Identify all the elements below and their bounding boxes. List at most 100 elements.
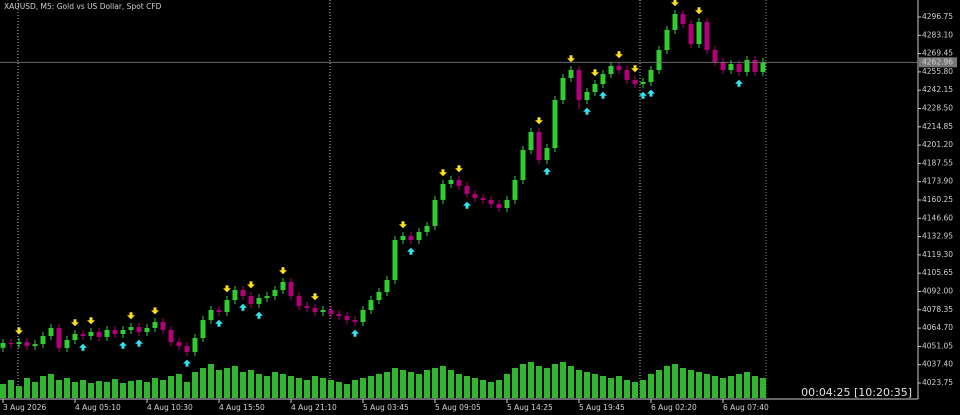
x-tick-label: 4 Aug 10:30 <box>147 403 193 412</box>
volume-bar <box>736 374 742 398</box>
volume-bar <box>256 374 262 398</box>
candle-body <box>504 199 510 208</box>
volume-bar <box>192 372 198 398</box>
candle-body <box>280 281 286 291</box>
buy-arrow <box>351 329 359 337</box>
volume-bar <box>512 368 518 398</box>
candle-body <box>600 74 606 84</box>
volume-bar <box>648 374 654 398</box>
volume-bar <box>568 366 574 398</box>
volume-bar <box>464 376 470 398</box>
candle-body <box>232 290 238 301</box>
candle-body <box>560 77 566 101</box>
volume-bar <box>528 362 534 398</box>
y-tick-label: 4105.65 <box>922 268 953 277</box>
volume-bar <box>296 378 302 398</box>
volume-bar <box>312 376 318 398</box>
sell-arrow <box>615 51 623 59</box>
candle-body <box>616 66 622 71</box>
y-tick-label: 4037.40 <box>922 360 953 369</box>
volume-bar <box>224 368 230 398</box>
buy-arrow <box>583 107 591 115</box>
candle-body <box>376 292 382 301</box>
y-tick-label: 4201.20 <box>922 140 953 149</box>
candle-body <box>456 179 462 186</box>
sell-arrow <box>535 117 543 125</box>
volume-bar <box>96 381 102 398</box>
candle-body <box>472 194 478 199</box>
y-tick-label: 4187.55 <box>922 158 953 167</box>
x-tick-label: 6 Aug 07:40 <box>723 403 769 412</box>
sell-arrow <box>399 221 407 229</box>
buy-arrow <box>255 311 263 319</box>
volume-bar <box>728 376 734 398</box>
volume-bar <box>416 374 422 398</box>
candle-body <box>288 281 294 297</box>
candle-body <box>32 344 38 347</box>
volume-bar <box>8 380 14 398</box>
volume-bar <box>624 380 630 398</box>
candle-body <box>368 300 374 310</box>
buy-arrow <box>735 79 743 87</box>
volume-bar <box>432 368 438 398</box>
candle-body <box>680 13 686 25</box>
volume-bar <box>720 378 726 398</box>
volume-bar <box>584 372 590 398</box>
buy-arrow <box>183 359 191 367</box>
candle-body <box>80 333 86 337</box>
candle-body <box>648 70 654 82</box>
candle-body <box>112 329 118 334</box>
candle-body <box>640 81 646 84</box>
volume-bar <box>24 378 30 398</box>
sell-arrow <box>439 169 447 177</box>
volume-bar <box>152 378 158 398</box>
candle-body <box>520 150 526 180</box>
sell-arrow <box>631 65 639 73</box>
x-tick-label: 5 Aug 14:25 <box>507 403 553 412</box>
y-tick-label: 4269.45 <box>922 49 953 58</box>
y-tick-label: 4092.00 <box>922 286 953 295</box>
volume-bar <box>120 383 126 398</box>
candle-body <box>152 322 158 328</box>
volume-bar <box>472 378 478 398</box>
volume-bar <box>672 364 678 398</box>
sell-arrow <box>87 317 95 325</box>
y-tick-label: 4255.80 <box>922 67 953 76</box>
volume-bar <box>272 372 278 398</box>
candle-body <box>328 309 334 315</box>
y-tick-label: 4283.10 <box>922 30 953 39</box>
candle-body <box>208 309 214 321</box>
candle-body <box>104 329 110 337</box>
volume-bar <box>184 382 190 398</box>
sell-arrow <box>695 7 703 15</box>
volume-bar <box>64 378 70 398</box>
candle-body <box>488 199 494 204</box>
volume-bar <box>248 370 254 398</box>
volume-bar <box>560 362 566 398</box>
sell-arrow <box>671 0 679 7</box>
candle-body <box>88 331 94 337</box>
buy-arrow <box>639 91 647 99</box>
candle-body <box>440 183 446 200</box>
volume-bar <box>168 376 174 398</box>
candle-body <box>240 290 246 297</box>
candle-body <box>512 179 518 200</box>
candle-body <box>72 333 78 341</box>
volume-bar <box>56 380 62 398</box>
volume-bar <box>240 372 246 398</box>
volume-bar <box>752 376 758 398</box>
y-tick-label: 4051.05 <box>922 341 953 350</box>
volume-bar <box>520 364 526 398</box>
y-tick-label: 4023.75 <box>922 378 953 387</box>
candle-body <box>256 298 262 304</box>
volume-bar <box>440 366 446 398</box>
volume-bar <box>128 381 134 398</box>
x-tick-label: 3 Aug 2026 <box>3 403 46 412</box>
volume-bar <box>688 370 694 398</box>
sell-arrow <box>71 319 79 327</box>
volume-bar <box>368 376 374 398</box>
candle-body <box>360 309 366 323</box>
candle-body <box>656 50 662 71</box>
volume-bar <box>504 374 510 398</box>
volume-bar <box>456 374 462 398</box>
